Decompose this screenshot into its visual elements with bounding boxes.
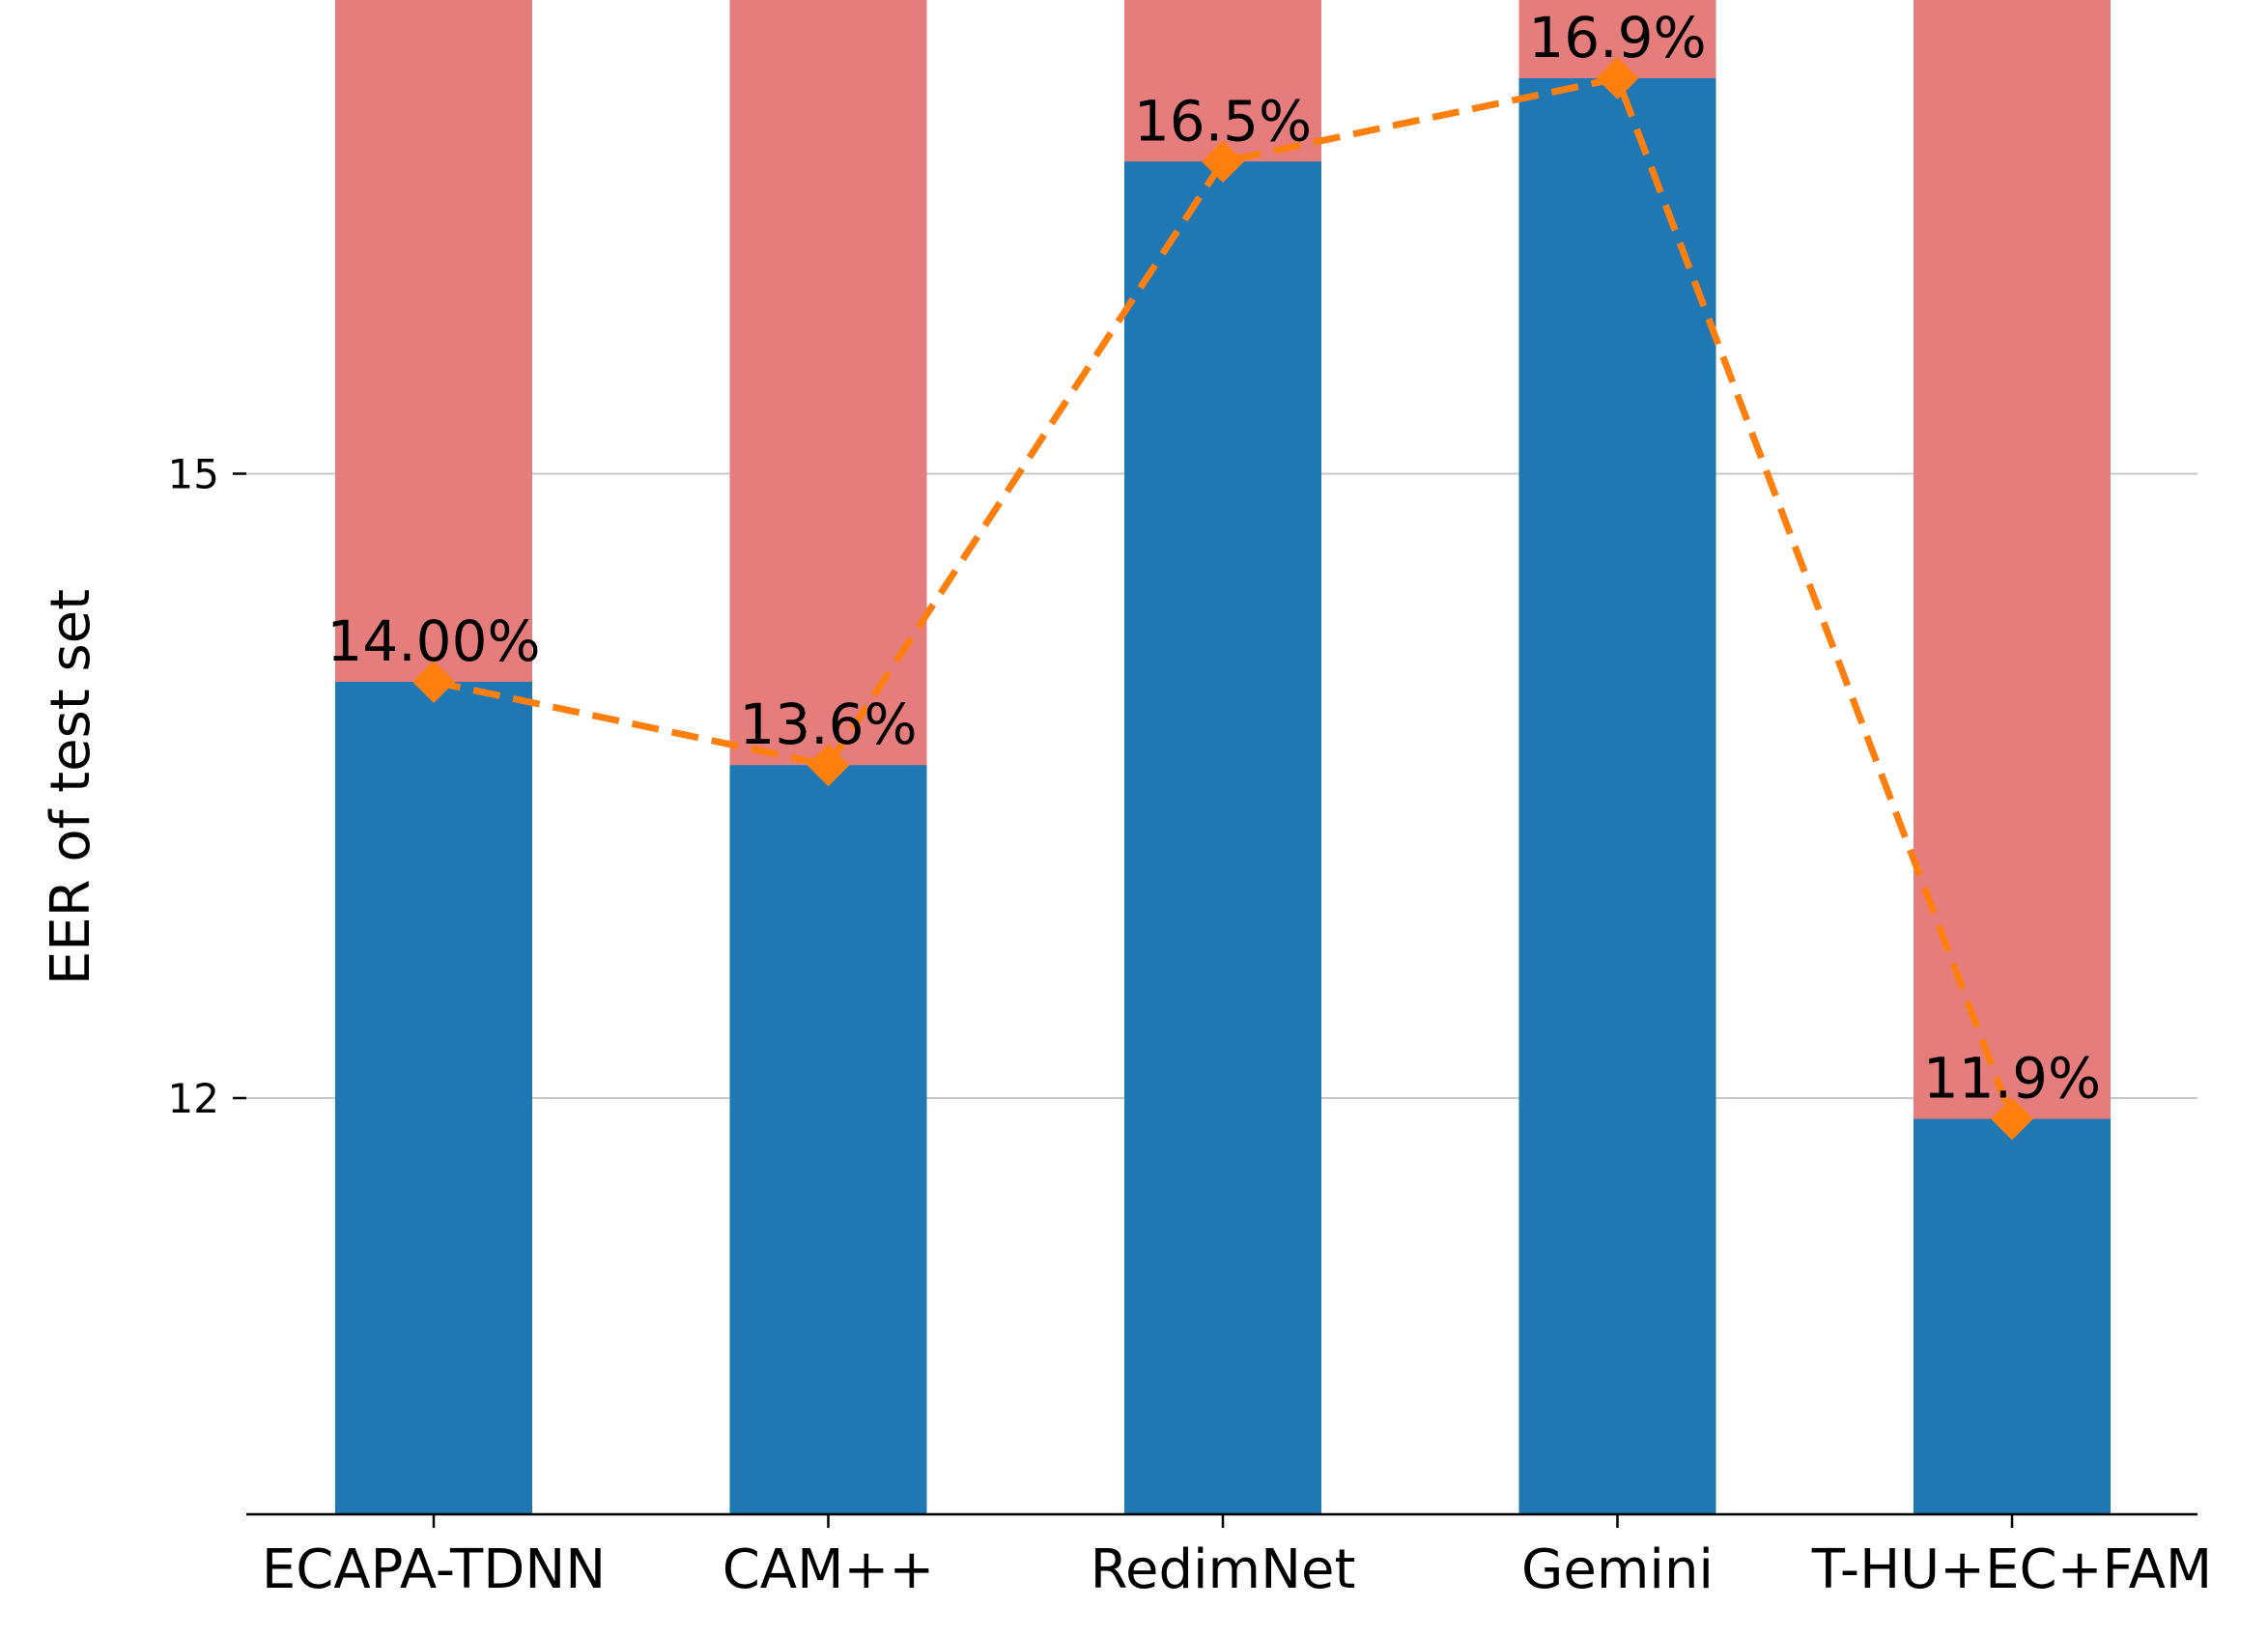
x-tick-label: CAM++ [723, 1538, 935, 1601]
bars [335, 0, 2111, 1514]
series-lines [412, 57, 2033, 1141]
series-line-lower [433, 74, 2016, 1120]
bar-lower [1124, 161, 1321, 1514]
x-tick-label: Gemini [1521, 1538, 1714, 1601]
data-labels: 23.3%59.7%25.6%22.4%20.5%14.00%13.6%16.5… [326, 5, 2101, 1112]
bar-lower [335, 682, 532, 1514]
data-label-lower: 11.9% [1923, 1046, 2101, 1112]
bar-lower [1914, 1118, 2111, 1514]
y-tick-label: 12 [168, 1075, 219, 1122]
marker-lower [1596, 57, 1639, 100]
data-label-lower: 16.9% [1528, 5, 1706, 71]
axes: 121518212427ECAPA-TDNNCAM++RedimNetGemin… [168, 451, 2213, 1602]
data-label-lower: 14.00% [326, 608, 540, 674]
y-axis-title: EER of test set [40, 589, 102, 985]
marker-lower [1991, 1097, 2033, 1141]
y-tick-label: 15 [168, 451, 219, 498]
x-tick-label: RedimNet [1091, 1538, 1356, 1601]
marker-lower [1202, 140, 1244, 183]
bar-lower [1518, 78, 1716, 1514]
x-tick-label: T-HU+EC+FAM [1811, 1538, 2212, 1601]
marker-lower [807, 744, 850, 787]
data-label-lower: 16.5% [1134, 88, 1312, 154]
bar-lower [729, 765, 927, 1514]
data-label-lower: 13.6% [739, 691, 917, 757]
marker-lower [412, 661, 455, 703]
x-tick-label: ECAPA-TDNN [262, 1538, 606, 1601]
